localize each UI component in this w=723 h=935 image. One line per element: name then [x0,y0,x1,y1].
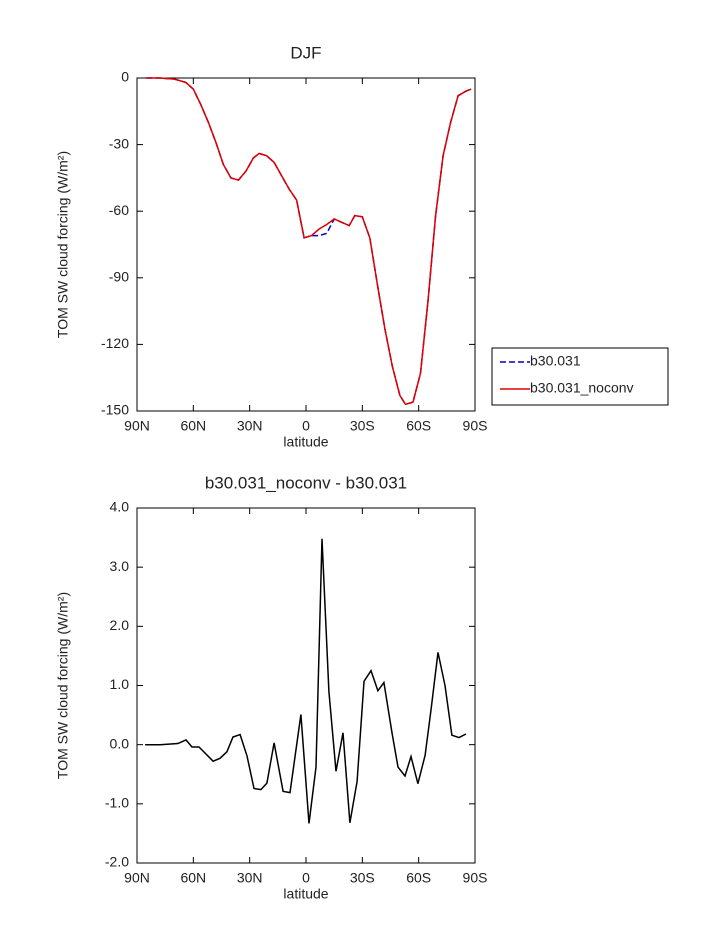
y-tick-label: 3.0 [110,558,130,574]
y-tick-label: -120 [101,335,129,351]
y-tick-label: 1.0 [110,676,130,692]
x-tick-label: 90S [463,870,488,886]
plot-frame [136,77,476,412]
x-tick-label: 0 [302,870,310,886]
x-axis-title: latitude [283,886,328,902]
x-tick-label: 60N [180,870,206,886]
y-tick-label: -60 [109,202,129,218]
y-tick-label: -1.0 [105,795,129,811]
y-tick-label: 0 [121,69,129,85]
plot-frame [136,507,476,864]
y-tick-label: -2.0 [105,854,129,870]
x-tick-label: 30N [237,870,263,886]
y-tick-label: -150 [101,402,129,418]
y-tick-label: 2.0 [110,617,130,633]
x-tick-label: 90N [124,870,150,886]
chart-title: DJF [290,43,321,62]
x-tick-label: 60S [406,870,431,886]
legend-label: b30.031_noconv [530,380,634,396]
x-tick-label: 0 [302,418,310,434]
legend-box [491,347,669,406]
x-axis-title: latitude [283,434,328,450]
y-tick-label: 4.0 [110,499,130,515]
x-tick-label: 30S [350,870,375,886]
x-tick-label: 30N [237,418,263,434]
x-tick-label: 60S [406,418,431,434]
y-tick-label: -90 [109,269,129,285]
legend-label: b30.031 [530,353,581,369]
chart-title: b30.031_noconv - b30.031 [205,473,407,492]
y-axis-title: TOM SW cloud forcing (W/m²) [55,592,71,779]
x-tick-label: 90S [463,418,488,434]
x-tick-label: 60N [180,418,206,434]
y-tick-label: 0.0 [110,735,130,751]
y-tick-label: -30 [109,135,129,151]
data-line [145,538,467,824]
x-tick-label: 30S [350,418,375,434]
y-axis-title: TOM SW cloud forcing (W/m²) [55,151,71,338]
x-tick-label: 90N [124,418,150,434]
series-line [146,77,472,406]
